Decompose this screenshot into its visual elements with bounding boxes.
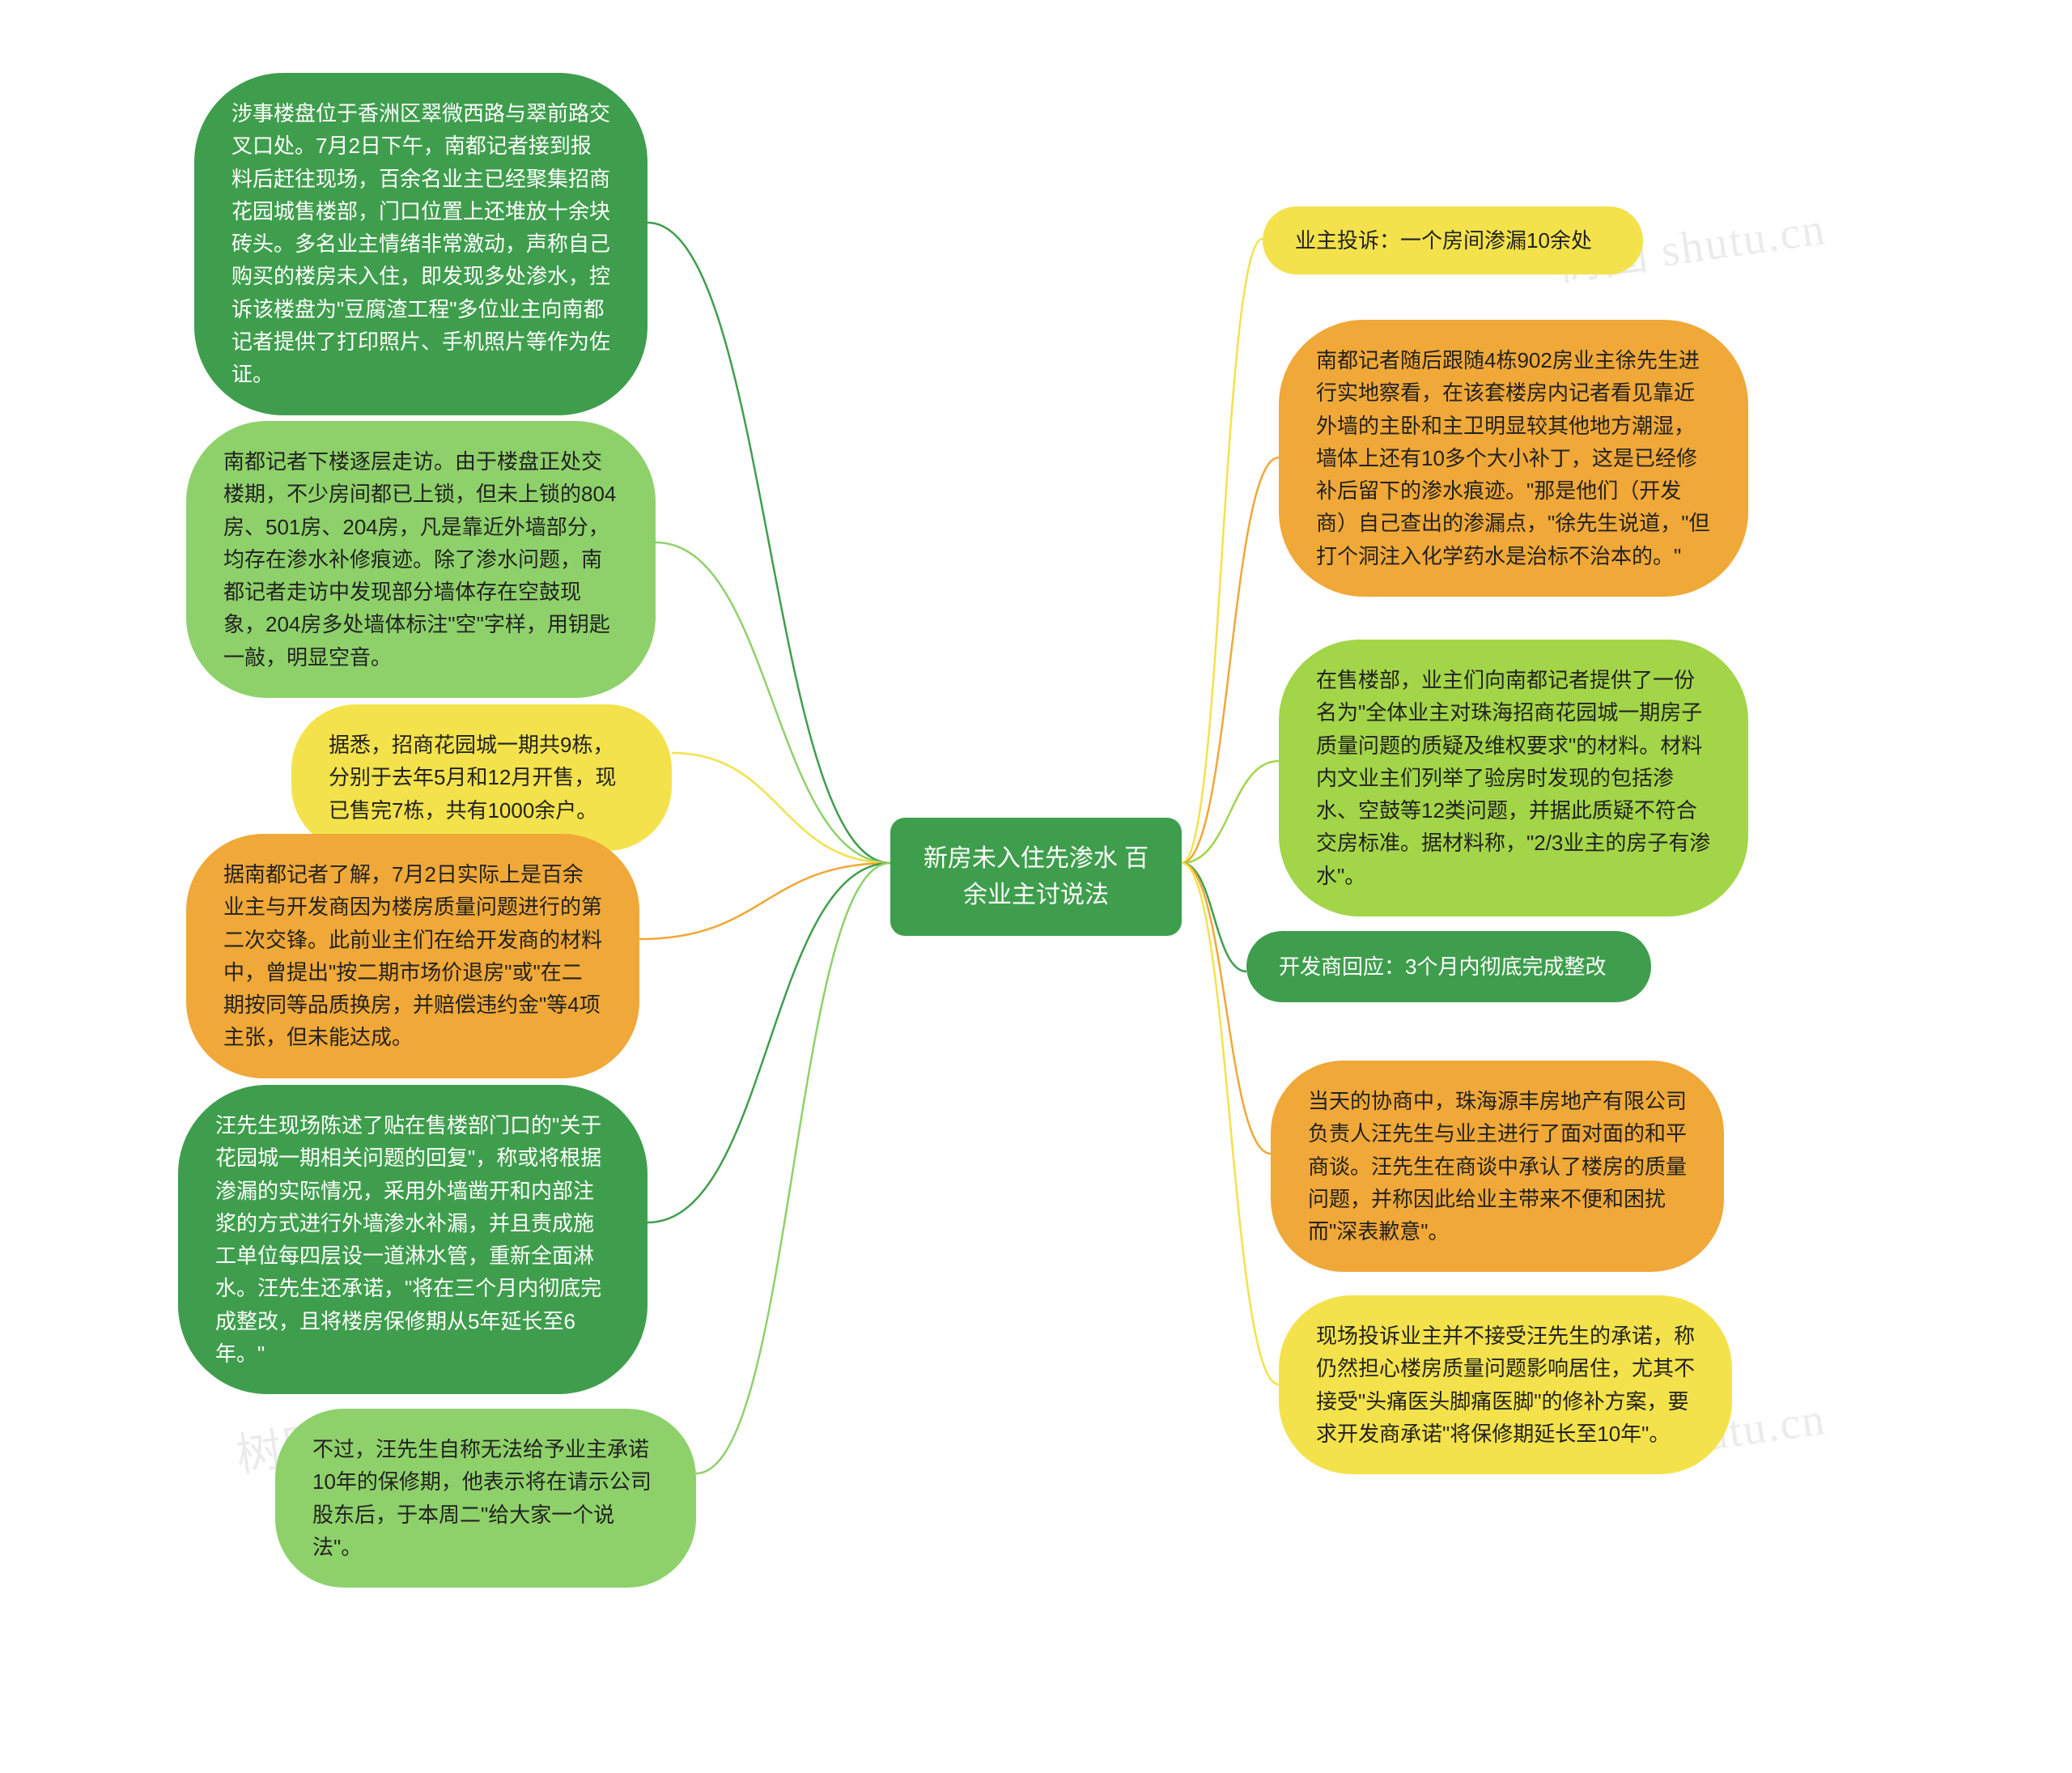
center-topic: 新房未入住先渗水 百余业主讨说法 xyxy=(890,818,1182,936)
left-node-2: 据悉，招商花园城一期共9栋，分别于去年5月和12月开售，现已售完7栋，共有100… xyxy=(291,704,672,851)
left-node-5: 不过，汪先生自称无法给予业主承诺10年的保修期，他表示将在请示公司股东后，于本周… xyxy=(275,1409,696,1588)
right-node-2: 在售楼部，业主们向南都记者提供了一份名为"全体业主对珠海招商花园城一期房子质量问… xyxy=(1279,640,1748,916)
right-node-0: 业主投诉：一个房间渗漏10余处 xyxy=(1263,206,1643,274)
left-node-0: 涉事楼盘位于香洲区翠微西路与翠前路交叉口处。7月2日下午，南都记者接到报料后赶往… xyxy=(194,73,648,415)
right-node-3: 开发商回应：3个月内彻底完成整改 xyxy=(1246,931,1651,1002)
left-node-1: 南都记者下楼逐层走访。由于楼盘正处交楼期，不少房间都已上锁，但未上锁的804房、… xyxy=(186,421,656,698)
left-node-4: 汪先生现场陈述了贴在售楼部门口的"关于花园城一期相关问题的回复"，称或将根据渗漏… xyxy=(178,1085,648,1394)
right-node-5: 现场投诉业主并不接受汪先生的承诺，称仍然担心楼房质量问题影响居住，尤其不接受"头… xyxy=(1279,1295,1732,1474)
right-node-4: 当天的协商中，珠海源丰房地产有限公司负责人汪先生与业主进行了面对面的和平商谈。汪… xyxy=(1271,1061,1724,1272)
right-node-1: 南都记者随后跟随4栋902房业主徐先生进行实地察看，在该套楼房内记者看见靠近外墙… xyxy=(1279,320,1748,597)
left-node-3: 据南都记者了解，7月2日实际上是百余业主与开发商因为楼房质量问题进行的第二次交锋… xyxy=(186,834,639,1078)
